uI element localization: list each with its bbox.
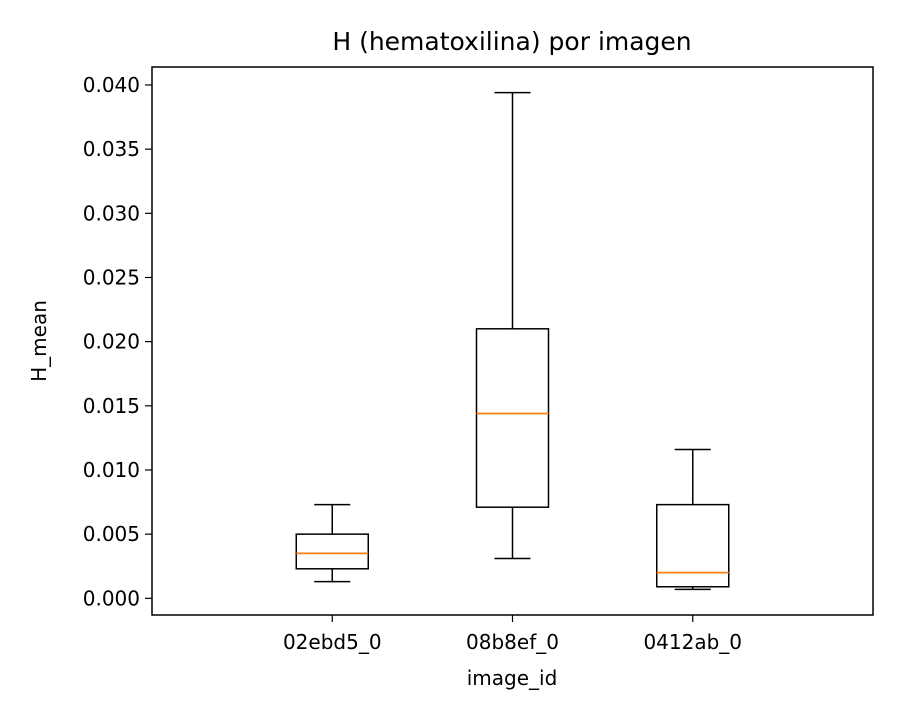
y-axis-label: H_mean bbox=[27, 300, 51, 382]
y-tick-label: 0.035 bbox=[83, 137, 140, 161]
y-tick-label: 0.000 bbox=[83, 586, 140, 610]
box-08b8ef_0 bbox=[475, 91, 550, 560]
plot-area bbox=[295, 91, 730, 591]
y-tick-label: 0.040 bbox=[83, 73, 140, 97]
chart-title: H (hematoxilina) por imagen bbox=[332, 27, 691, 56]
y-tick-label: 0.015 bbox=[83, 394, 140, 418]
y-tick-label: 0.025 bbox=[83, 265, 140, 289]
y-tick-label: 0.010 bbox=[83, 458, 140, 482]
box-body bbox=[295, 533, 369, 570]
box-0412ab_0 bbox=[656, 448, 730, 591]
y-tick-label: 0.005 bbox=[83, 522, 140, 546]
box-body bbox=[475, 328, 550, 508]
x-tick-label: 08b8ef_0 bbox=[466, 630, 559, 654]
x-tick-label: 02ebd5_0 bbox=[283, 630, 382, 654]
box-body bbox=[656, 503, 730, 588]
x-axis: 02ebd5_0 08b8ef_0 0412ab_0 bbox=[283, 615, 742, 654]
y-axis: 0.000 0.005 0.010 0.015 0.020 0.025 0.030 0.035… bbox=[83, 73, 152, 610]
box-02ebd5_0 bbox=[295, 503, 369, 583]
y-tick-label: 0.030 bbox=[83, 201, 140, 225]
y-tick-label: 0.020 bbox=[83, 330, 140, 354]
x-tick-label: 0412ab_0 bbox=[643, 630, 742, 654]
x-axis-label: image_id bbox=[467, 666, 558, 690]
